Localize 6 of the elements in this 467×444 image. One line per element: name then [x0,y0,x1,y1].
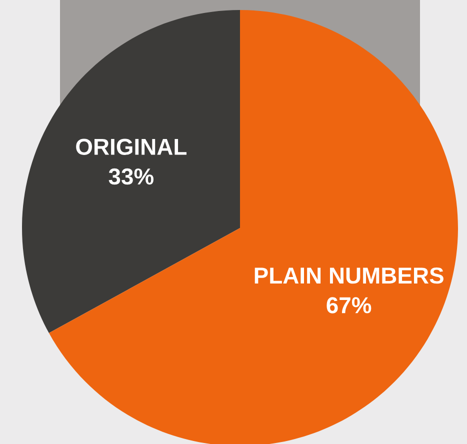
pie-slice [48,10,458,444]
slice-label: PLAIN NUMBERS [254,267,444,284]
pie-slice [22,10,240,334]
data-label: 33% [108,168,154,185]
slice-label: ORIGINAL [76,138,186,155]
data-label: 67% [326,297,372,314]
